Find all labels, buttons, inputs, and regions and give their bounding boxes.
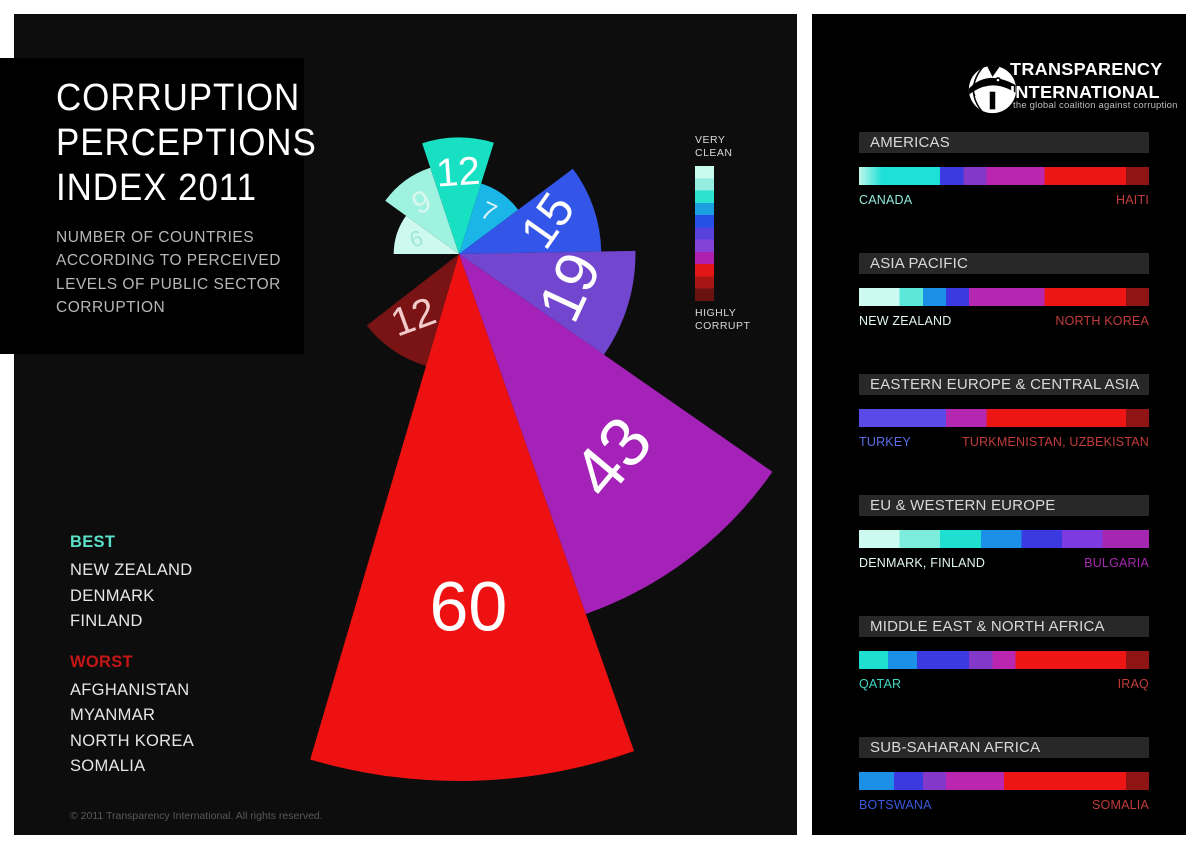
svg-text:12: 12 <box>435 149 482 196</box>
svg-text:60: 60 <box>429 568 507 646</box>
